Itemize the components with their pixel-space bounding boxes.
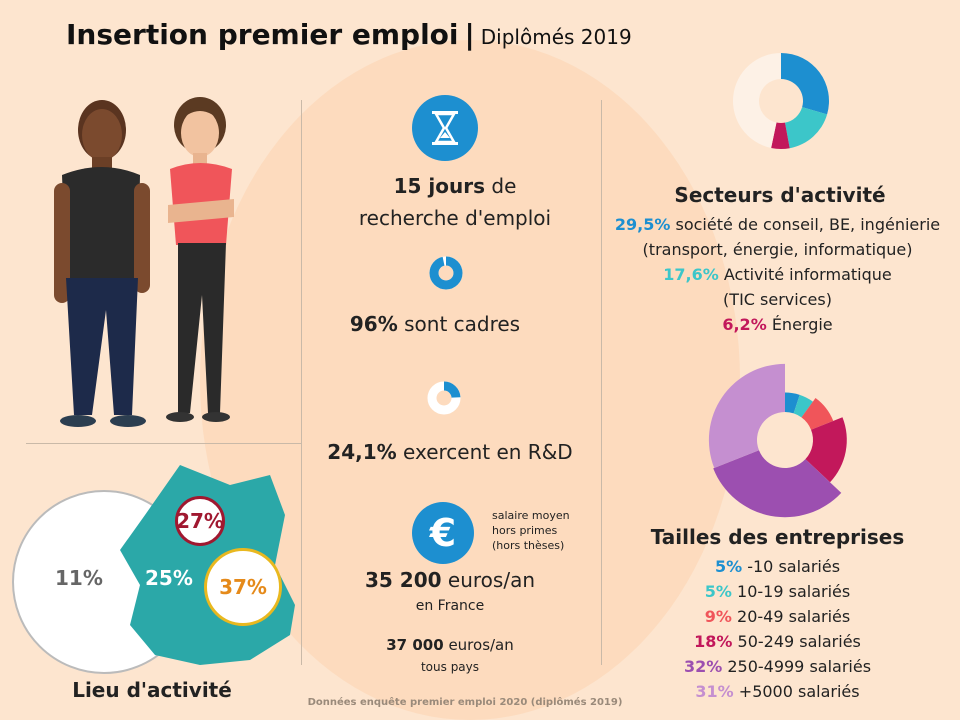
- location-center-pct: 25%: [145, 566, 193, 590]
- cadres-stat: 96% sont cadres: [310, 312, 560, 336]
- sectors-slice-3: [771, 122, 790, 149]
- size-item-1: 5% -10 salariés: [714, 557, 841, 576]
- sectors-slice-other: [733, 53, 781, 148]
- salary-unit-2: euros/an: [448, 636, 514, 654]
- salary-value-2: 37 000: [386, 636, 444, 654]
- location-left-pct: 11%: [55, 566, 103, 590]
- size-item-2: 5% 10-19 salariés: [704, 582, 851, 601]
- divider-right: [601, 100, 602, 665]
- rd-stat: 24,1% exercent en R&D: [310, 440, 590, 464]
- cadres-donut: [429, 256, 463, 290]
- salary-scope: en France: [415, 598, 485, 614]
- hourglass-icon: [412, 95, 478, 161]
- rd-text: exercent en R&D: [403, 440, 573, 464]
- salary-note-3: (hors thèses): [492, 539, 565, 552]
- rd-donut: [427, 381, 461, 415]
- sectors-donut: [733, 53, 829, 149]
- sizes-slice-5: [713, 450, 842, 518]
- sizes-slice-1: [785, 392, 800, 414]
- sizes-slice-3: [801, 398, 834, 430]
- size-item-6: 31% +5000 salariés: [695, 682, 860, 701]
- euro-icon: €: [412, 502, 474, 564]
- search-text-1: de: [491, 174, 517, 198]
- salary-unit: euros/an: [447, 568, 535, 592]
- salary-scope-2: tous pays: [420, 660, 480, 674]
- footer-source: Données enquête premier emploi 2020 (dip…: [307, 697, 623, 708]
- salary-france: 35 200 euros/an: [330, 568, 570, 592]
- divider-left: [301, 100, 302, 665]
- sectors-list: 29,5% société de conseil, BE, ingénierie…: [605, 212, 950, 337]
- woman-figure: [166, 97, 234, 422]
- sizes-slice-2: [793, 394, 813, 418]
- sizes-slice-6: [708, 363, 785, 469]
- size-item-3: 9% 20-49 salariés: [704, 607, 851, 626]
- sizes-donut: [708, 363, 847, 518]
- location-top-pct: 27%: [175, 496, 225, 546]
- sectors-title: Secteurs d'activité: [674, 183, 886, 207]
- size-item-4: 18% 50-249 salariés: [694, 632, 861, 651]
- sizes-slice-4: [805, 417, 847, 483]
- sector-item-3: 6,2% Énergie: [722, 315, 833, 334]
- sectors-slice-2: [784, 107, 828, 149]
- man-figure: [54, 100, 150, 427]
- page-title: Insertion premier emploi | Diplômés 2019: [66, 18, 632, 51]
- search-text-2: recherche d'emploi: [358, 206, 552, 230]
- salary-value: 35 200: [365, 568, 442, 592]
- cadres-text: sont cadres: [404, 312, 521, 336]
- salary-note-1: salaire moyen: [492, 509, 570, 522]
- salary-note: salaire moyen hors primes (hors thèses): [492, 508, 602, 553]
- sizes-list: 5% -10 salariés 5% 10-19 salariés 9% 20-…: [610, 554, 945, 704]
- sector-item-2: 17,6% Activité informatique: [663, 265, 892, 284]
- sector-item-1-sub: (transport, énergie, informatique): [642, 240, 913, 259]
- people-illustration: [54, 97, 234, 427]
- divider-horizontal: [26, 443, 301, 444]
- search-value: 15 jours: [393, 174, 486, 198]
- size-item-5: 32% 250-4999 salariés: [683, 657, 872, 676]
- salary-note-2: hors primes: [492, 524, 558, 537]
- search-duration: 15 jours de recherche d'emploi: [310, 170, 600, 234]
- location-right-pct: 37%: [204, 548, 282, 626]
- rd-value: 24,1%: [327, 440, 397, 464]
- sectors-slice-1: [781, 53, 829, 115]
- sector-item-2-sub: (TIC services): [723, 290, 832, 309]
- sector-item-1: 29,5% société de conseil, BE, ingénierie: [614, 215, 941, 234]
- sizes-title: Tailles des entreprises: [650, 525, 905, 549]
- location-title: Lieu d'activité: [72, 678, 232, 702]
- cadres-value: 96%: [349, 312, 398, 336]
- salary-all: 37 000 euros/an: [330, 636, 570, 654]
